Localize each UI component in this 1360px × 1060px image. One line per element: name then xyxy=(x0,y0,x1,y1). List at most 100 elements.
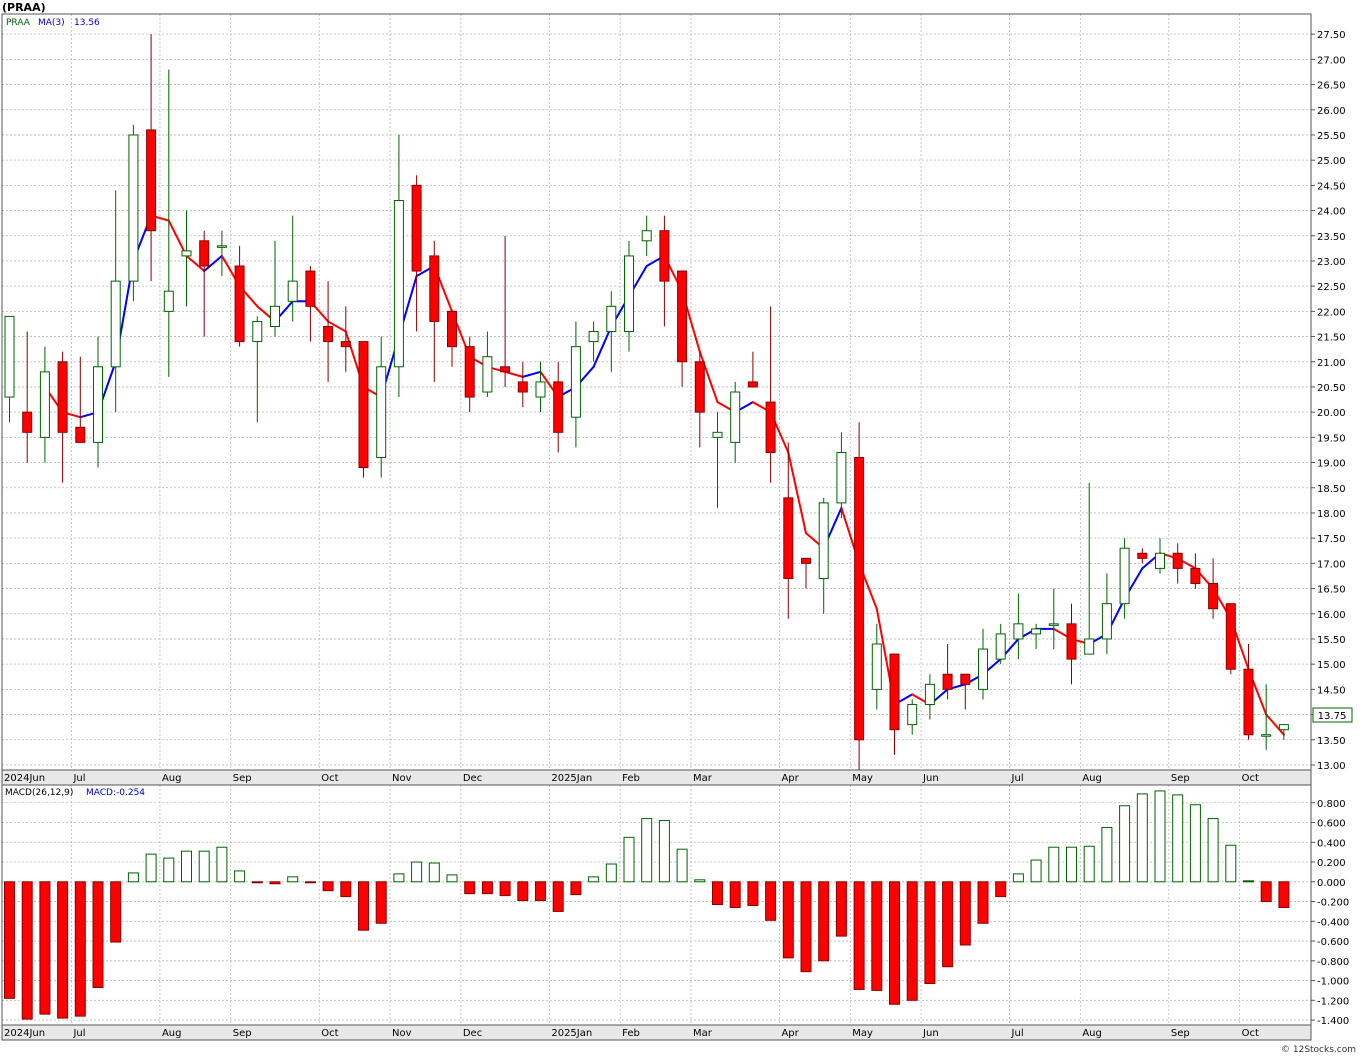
candle-body xyxy=(730,391,741,443)
price-tick-label: 23.50 xyxy=(1317,232,1346,243)
candle xyxy=(1243,644,1254,740)
month-label: Jul xyxy=(1011,1028,1024,1039)
macd-bar xyxy=(358,881,369,931)
candle xyxy=(1225,603,1236,675)
price-tick-label: 22.50 xyxy=(1317,282,1346,293)
candle-body xyxy=(1190,567,1201,585)
candle xyxy=(4,315,15,423)
macd-tick-label: -1.200 xyxy=(1317,996,1349,1007)
candle xyxy=(924,674,935,720)
macd-bar xyxy=(287,876,299,883)
candle xyxy=(871,623,882,710)
macd-x-axis-strip xyxy=(1,1024,1312,1041)
price-tick-label: 26.50 xyxy=(1317,81,1346,92)
macd-tick-label: 0.400 xyxy=(1317,838,1346,849)
candle xyxy=(1190,553,1201,589)
macd-tick-label: 0.600 xyxy=(1317,819,1346,830)
macd-bar xyxy=(464,881,476,895)
candle-body xyxy=(1172,552,1183,569)
month-label: Jul xyxy=(72,1028,85,1039)
candle xyxy=(216,230,227,277)
candle-body xyxy=(1013,623,1024,640)
macd-bar xyxy=(145,853,157,883)
price-tick-label: 27.00 xyxy=(1317,55,1346,66)
candle-body xyxy=(677,270,688,363)
candle xyxy=(1048,588,1059,650)
price-y-axis: 27.50 27.00 26.50 26.00 25.50 25.00 24.50 24.00… xyxy=(1311,30,1346,772)
candle xyxy=(128,124,139,302)
candle xyxy=(411,175,422,332)
ma-segment xyxy=(504,370,524,378)
macd-tick-label: -0.600 xyxy=(1317,937,1349,948)
candle-body xyxy=(323,325,334,343)
macd-bar xyxy=(1012,873,1024,883)
ma-segment xyxy=(203,254,223,273)
macd-bar xyxy=(782,881,794,959)
candle xyxy=(1084,482,1095,655)
candle-body xyxy=(411,184,422,272)
candle-body xyxy=(1155,552,1165,569)
price-tick-label: 19.00 xyxy=(1317,459,1346,470)
candle xyxy=(110,190,121,413)
month-label: Nov xyxy=(392,1028,412,1039)
candle xyxy=(1066,603,1077,685)
macd-bar xyxy=(747,881,759,906)
candle-body xyxy=(376,366,387,459)
month-label: Nov xyxy=(392,773,412,784)
macd-bar xyxy=(605,863,617,883)
candle xyxy=(482,331,493,398)
candle-body xyxy=(252,320,263,343)
price-tick-label: 17.00 xyxy=(1317,559,1346,570)
macd-bar xyxy=(127,872,139,883)
price-tick-label: 25.50 xyxy=(1317,131,1346,142)
macd-bar xyxy=(74,881,86,1017)
candle-body xyxy=(924,683,935,705)
candle-body xyxy=(517,381,528,393)
candle-body xyxy=(960,673,971,685)
candle-body xyxy=(1243,668,1254,736)
candle-body xyxy=(712,431,723,438)
macd-grid xyxy=(2,785,1311,1025)
ma-segment xyxy=(592,325,613,368)
candle-body xyxy=(199,240,210,267)
candle-body xyxy=(57,361,68,433)
candle-body xyxy=(553,381,564,433)
macd-bar xyxy=(853,881,865,990)
month-label: Oct xyxy=(321,1028,338,1039)
candle-body xyxy=(1278,724,1289,731)
candle xyxy=(163,69,174,377)
chart-title: (PRAA) xyxy=(2,1,46,14)
macd-legend-value: MACD:-0.254 xyxy=(86,788,145,798)
macd-bar xyxy=(269,881,281,885)
candle-body xyxy=(1208,583,1219,610)
candle xyxy=(1261,684,1272,750)
ma-segment xyxy=(521,370,542,378)
candle xyxy=(765,306,776,483)
candle xyxy=(1155,538,1165,574)
macd-bar xyxy=(959,881,971,946)
month-label: Dec xyxy=(463,773,482,784)
month-label: Oct xyxy=(1242,773,1259,784)
month-label: Dec xyxy=(463,1028,482,1039)
candle xyxy=(305,266,316,342)
price-tick-label: 16.50 xyxy=(1317,585,1346,596)
macd-bar xyxy=(552,881,564,912)
macd-bar xyxy=(535,881,546,902)
candle xyxy=(978,628,988,700)
macd-bar xyxy=(57,881,69,1019)
macd-bar xyxy=(818,881,830,962)
macd-bar xyxy=(995,881,1007,898)
candle xyxy=(500,235,511,387)
candle-body xyxy=(694,361,705,413)
candle xyxy=(641,215,652,256)
price-legend-ma-value: 13.56 xyxy=(74,18,100,28)
candle-body xyxy=(181,250,192,257)
month-label: Feb xyxy=(622,1028,640,1039)
candle-body xyxy=(783,497,794,579)
macd-bar xyxy=(481,881,493,895)
macd-bar xyxy=(623,836,635,883)
month-label: Sep xyxy=(1171,1028,1190,1039)
candle xyxy=(907,699,918,735)
price-tick-label: 18.50 xyxy=(1317,484,1346,495)
